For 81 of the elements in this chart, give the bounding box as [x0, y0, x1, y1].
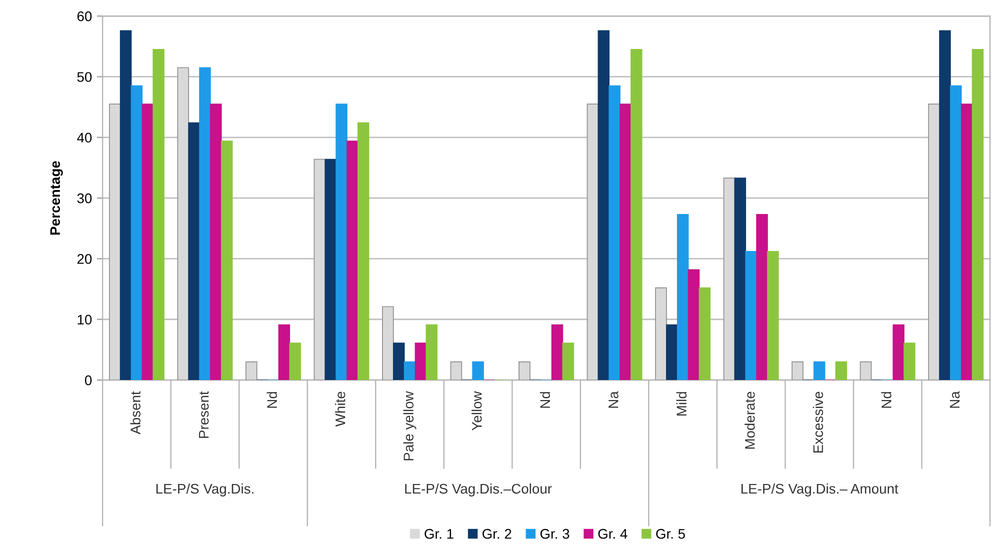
x-tick-label: Mild — [676, 392, 687, 416]
bar — [210, 104, 222, 380]
bar — [324, 158, 336, 380]
x-tick-label: Nd — [540, 392, 550, 408]
x-tick-label: Absent — [130, 391, 140, 434]
x-tick-label: Nd — [881, 392, 892, 408]
bar — [346, 140, 358, 380]
bar — [960, 104, 973, 380]
x-tick-label: Excessive — [812, 392, 824, 453]
y-tick-label: 30 — [77, 193, 92, 204]
bar — [450, 361, 462, 380]
y-axis-title: Percentage — [50, 161, 63, 235]
bar — [745, 251, 757, 380]
bar — [392, 342, 405, 380]
bar — [928, 104, 940, 380]
bar — [598, 30, 610, 380]
bar — [676, 214, 689, 380]
bar — [813, 361, 826, 380]
bar — [278, 324, 290, 380]
bar — [767, 251, 779, 380]
bar — [608, 85, 620, 380]
y-tick-label: 50 — [77, 72, 92, 82]
bar — [904, 342, 916, 380]
x-tick-label: Moderate — [744, 392, 755, 449]
bar — [472, 361, 484, 380]
bar — [336, 104, 348, 380]
x-tick-label: Present — [199, 391, 209, 438]
bar — [220, 140, 233, 380]
bar — [414, 342, 427, 380]
x-tick-label: White — [335, 392, 346, 427]
bar — [723, 178, 736, 380]
bar — [246, 361, 258, 380]
y-tick-label: 0 — [84, 375, 92, 386]
bar — [620, 104, 632, 380]
bar — [108, 104, 121, 380]
x-tick-label: Pale yellow — [403, 391, 416, 460]
legend-label: Gr. 4 — [598, 528, 628, 539]
legend-label: Gr. 2 — [482, 528, 512, 539]
x-tick-label: Yellow — [472, 391, 482, 430]
bar — [357, 122, 370, 380]
bar — [950, 85, 962, 380]
x-tick-label: Na — [608, 391, 618, 408]
bar — [404, 361, 416, 380]
bar — [688, 269, 700, 380]
bar — [666, 324, 678, 380]
text: LE-P/S Vag.Dis. — [156, 483, 254, 496]
bar — [152, 49, 164, 380]
bar — [130, 85, 143, 380]
bar — [939, 30, 951, 380]
bar — [120, 30, 132, 380]
bar — [199, 67, 211, 380]
bar — [562, 342, 574, 380]
bar — [518, 361, 530, 380]
bar — [586, 104, 599, 380]
bar — [655, 287, 667, 380]
y-tick-label: 40 — [77, 132, 92, 143]
y-tick-label: 60 — [77, 11, 92, 22]
bar — [860, 361, 872, 380]
bar — [734, 178, 746, 380]
legend-label: Gr. 1 — [424, 528, 454, 539]
bar — [792, 361, 804, 380]
y-tick-label: 10 — [78, 314, 92, 325]
bar — [835, 361, 848, 380]
bar — [188, 122, 200, 380]
y-tick-label: 20 — [77, 254, 92, 264]
bar — [289, 342, 301, 380]
bar — [972, 49, 984, 380]
x-tick-label: Na — [950, 391, 960, 408]
bar — [698, 287, 711, 380]
legend-label: Gr. 3 — [540, 528, 570, 539]
bar — [382, 306, 394, 380]
legend-label: Gr. 5 — [656, 528, 685, 539]
x-tick-label: Nd — [266, 392, 277, 408]
bar — [177, 67, 190, 380]
bar — [756, 214, 768, 380]
bar — [426, 324, 438, 380]
bar — [551, 324, 564, 380]
text: LE-P/S Vag.Dis.–Colour — [405, 483, 552, 496]
bar — [892, 324, 904, 380]
bar — [630, 49, 642, 380]
text: LE-P/S Vag.Dis.– Amount — [742, 483, 898, 496]
